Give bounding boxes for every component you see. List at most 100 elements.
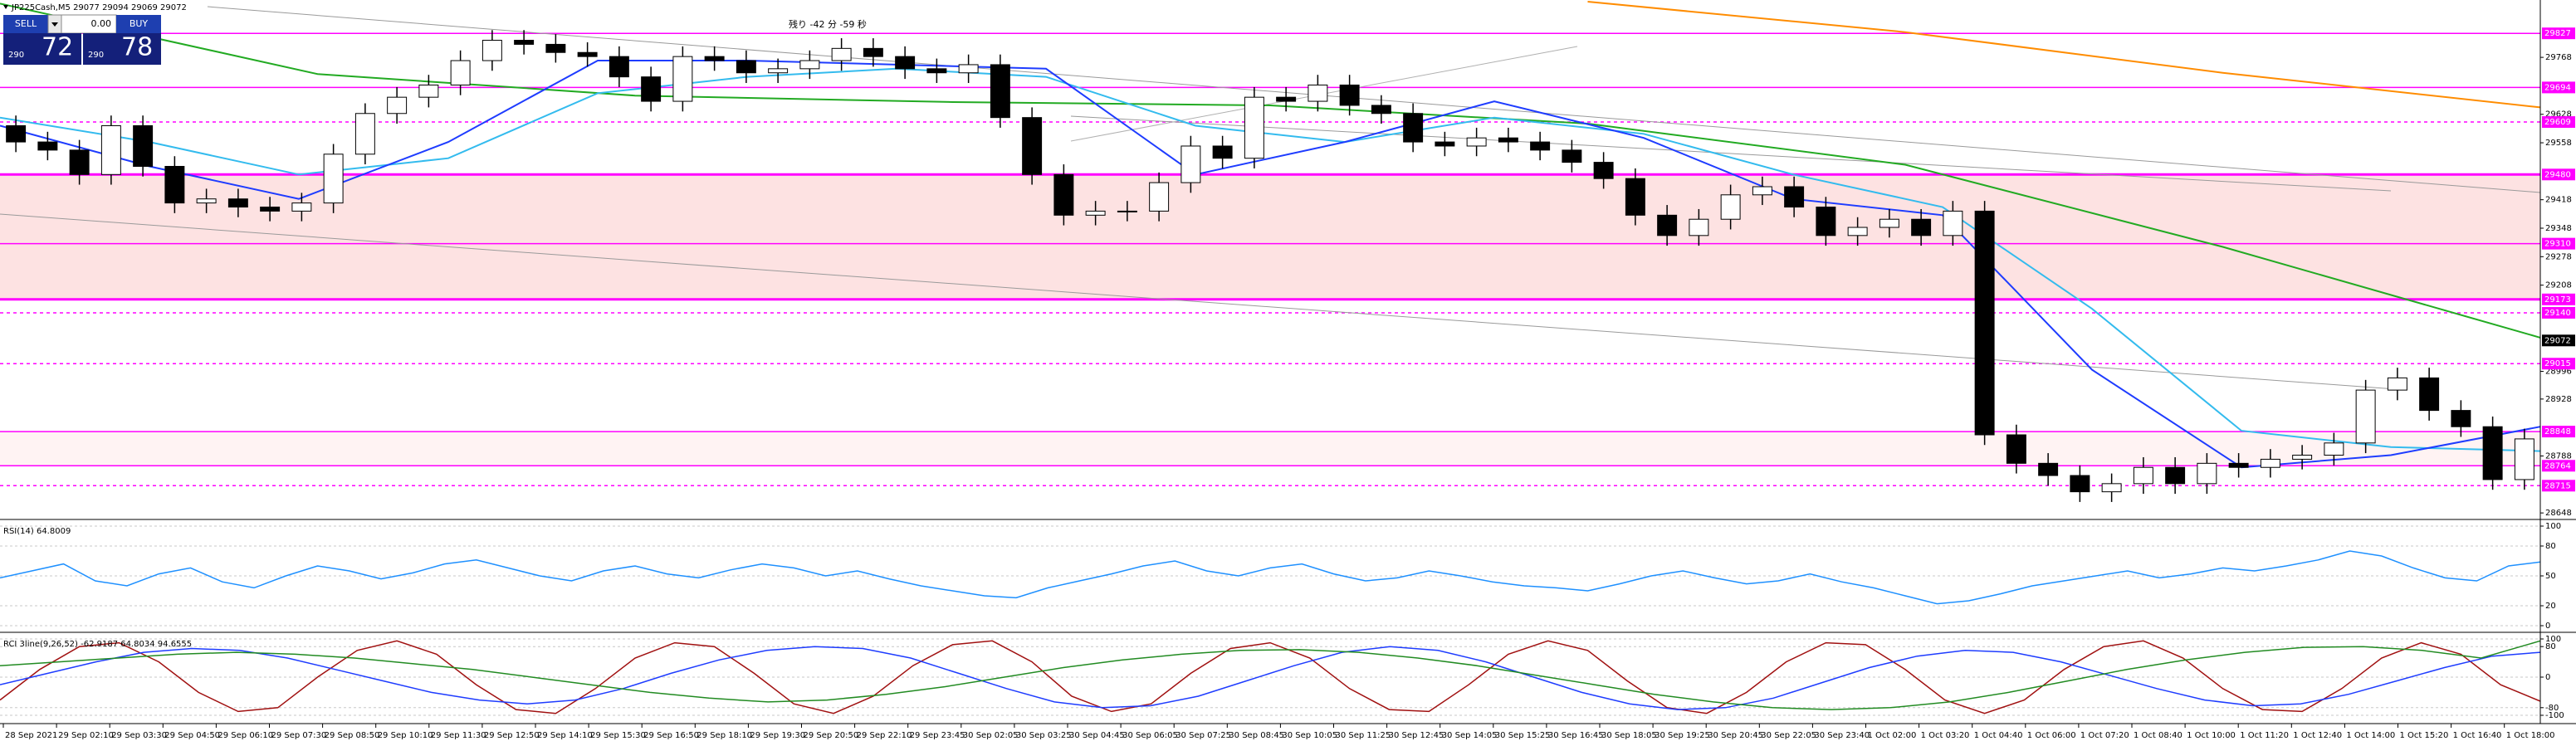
level-label: 28715 <box>2544 481 2571 490</box>
level-label: 29015 <box>2544 359 2571 368</box>
x-tick-label: 1 Oct 04:40 <box>1974 731 2023 740</box>
zone <box>0 432 2540 466</box>
candle-body <box>1530 141 1551 151</box>
candle-body <box>895 56 916 70</box>
trend-line <box>207 6 2541 193</box>
candle-body <box>2197 462 2217 485</box>
bid-price-box[interactable] <box>3 33 81 65</box>
candle-body <box>1435 141 1455 147</box>
x-tick-label: 1 Oct 16:40 <box>2453 731 2502 740</box>
indicator-line <box>0 550 2541 605</box>
level-label: 29609 <box>2544 118 2571 127</box>
symbol-icon <box>3 5 8 9</box>
y-tick-label: -100 <box>2545 711 2564 720</box>
x-tick-label: 29 Sep 11:30 <box>431 731 486 740</box>
candle-body <box>1117 210 1137 212</box>
candle-body <box>831 47 852 61</box>
candle-body <box>1657 214 1678 236</box>
candle-body <box>799 60 820 70</box>
buy-label: BUY <box>130 18 149 29</box>
bar-countdown: 残り -42 分 -59 秒 <box>789 18 867 30</box>
x-tick-label: 1 Oct 15:20 <box>2400 731 2449 740</box>
candle-body <box>1879 218 1899 228</box>
indicator-line <box>0 2 2541 339</box>
buy-button[interactable] <box>116 15 161 33</box>
indicator-line <box>1587 1 2541 109</box>
candle-body <box>704 56 725 61</box>
ask-price-box[interactable] <box>83 33 161 65</box>
y-tick-label: 28788 <box>2545 452 2572 461</box>
candle-body <box>164 165 185 204</box>
candle-body <box>1403 113 1424 143</box>
candle-body <box>450 60 471 85</box>
candle-body <box>545 43 566 53</box>
candle-body <box>1943 210 1963 236</box>
candle-body <box>990 64 1010 119</box>
y-tick-label: 100 <box>2545 522 2561 531</box>
x-tick-label: 30 Sep 06:05 <box>1122 731 1178 740</box>
level-label: 29827 <box>2544 29 2571 38</box>
level-label-box <box>2542 293 2575 305</box>
indicator-line <box>0 646 2541 710</box>
level-label-box <box>2542 168 2575 181</box>
candle-body <box>1212 145 1233 159</box>
x-tick-label: 30 Sep 11:25 <box>1336 731 1391 740</box>
indicator-line <box>0 67 2541 452</box>
level-label: 29140 <box>2544 309 2571 318</box>
y-tick-label: 29768 <box>2545 53 2572 62</box>
level-label-box <box>2542 460 2575 472</box>
candle-body <box>2070 475 2090 493</box>
candle-body <box>1244 96 1264 159</box>
x-tick-label: 1 Oct 11:20 <box>2240 731 2289 740</box>
zone <box>0 174 2540 300</box>
x-tick-label: 1 Oct 07:20 <box>2080 731 2129 740</box>
x-tick-label: 1 Oct 02:00 <box>1868 731 1917 740</box>
x-tick-label: 30 Sep 16:45 <box>1548 731 1604 740</box>
candle-body <box>2355 389 2376 444</box>
level-label-box <box>2542 81 2575 94</box>
candle-body <box>323 154 344 204</box>
level-label-box <box>2542 426 2575 438</box>
level-label: 29173 <box>2544 295 2571 305</box>
candle-body <box>291 202 312 212</box>
y-tick-label: -80 <box>2545 704 2559 713</box>
candle-body <box>672 56 693 102</box>
candle-body <box>1720 194 1741 220</box>
candle-body <box>641 76 662 102</box>
y-tick-label: 28996 <box>2545 368 2572 377</box>
lot-value: 0.00 <box>91 18 112 29</box>
candle-body <box>863 47 883 57</box>
level-label-box <box>2542 306 2575 319</box>
candle-body <box>2228 462 2249 468</box>
candle-body <box>1974 210 1995 436</box>
one-click-trading: SELL 0.00 BUY 290 72 290 78 <box>3 14 161 65</box>
x-tick-label: 29 Sep 12:50 <box>484 731 540 740</box>
x-tick-label: 29 Sep 10:10 <box>378 731 433 740</box>
x-tick-label: 30 Sep 02:05 <box>963 731 1019 740</box>
candle-body <box>100 124 121 175</box>
x-tick-label: 1 Oct 10:00 <box>2187 731 2236 740</box>
y-tick-label: 0 <box>2545 622 2550 631</box>
candle-body <box>1784 186 1805 208</box>
candle-body <box>1911 218 1932 236</box>
x-tick-label: 29 Sep 20:50 <box>804 731 859 740</box>
y-tick-label: 0 <box>2545 673 2550 682</box>
candle-body <box>926 68 947 74</box>
candle-body <box>6 124 27 143</box>
x-tick-label: 30 Sep 08:45 <box>1229 731 1284 740</box>
candle-body <box>196 198 217 204</box>
x-tick-label: 29 Sep 02:10 <box>58 731 114 740</box>
candle-body <box>1085 210 1106 216</box>
candle-body <box>2324 442 2344 456</box>
trend-line <box>1070 115 2392 192</box>
x-tick-label: 30 Sep 15:25 <box>1495 731 1551 740</box>
y-tick-label: 100 <box>2545 635 2561 644</box>
y-tick-label: 29418 <box>2545 196 2572 205</box>
x-tick-label: 1 Oct 14:00 <box>2346 731 2395 740</box>
x-tick-label: 29 Sep 19:30 <box>750 731 805 740</box>
candle-body <box>2482 426 2503 480</box>
sell-button[interactable] <box>3 15 48 33</box>
candle-body <box>133 124 154 167</box>
indicator-line <box>0 640 2541 714</box>
x-tick-label: 29 Sep 14:10 <box>537 731 593 740</box>
